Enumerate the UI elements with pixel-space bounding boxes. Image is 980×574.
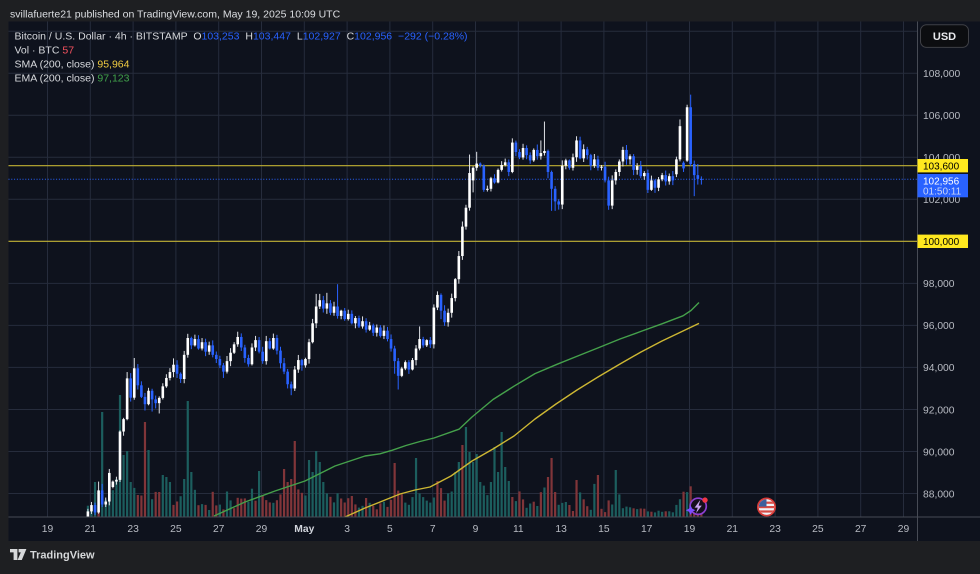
svg-text:15: 15 bbox=[598, 524, 610, 535]
svg-text:EMA (200, close) 97,123: EMA (200, close) 97,123 bbox=[15, 73, 130, 85]
svg-text:27: 27 bbox=[213, 524, 225, 535]
svg-text:23: 23 bbox=[769, 524, 781, 535]
svg-text:11: 11 bbox=[513, 524, 524, 535]
svg-text:9: 9 bbox=[473, 524, 479, 535]
svg-text:90,000: 90,000 bbox=[923, 447, 955, 458]
svg-text:98,000: 98,000 bbox=[923, 279, 955, 290]
svg-text:TradingView: TradingView bbox=[30, 550, 95, 562]
svg-text:19: 19 bbox=[42, 524, 54, 535]
svg-text:5: 5 bbox=[387, 524, 393, 535]
svg-text:25: 25 bbox=[812, 524, 824, 535]
svg-text:3: 3 bbox=[344, 524, 350, 535]
svg-text:88,000: 88,000 bbox=[923, 489, 955, 500]
svg-text:29: 29 bbox=[898, 524, 910, 535]
svg-text:94,000: 94,000 bbox=[923, 363, 955, 374]
svg-text:Vol · BTC 57: Vol · BTC 57 bbox=[15, 45, 75, 57]
svg-text:27: 27 bbox=[855, 524, 867, 535]
svg-text:23: 23 bbox=[127, 524, 139, 535]
svg-text:17: 17 bbox=[641, 524, 653, 535]
svg-text:13: 13 bbox=[555, 524, 567, 535]
svg-text:25: 25 bbox=[170, 524, 182, 535]
svg-text:svillafuerte21 published on Tr: svillafuerte21 published on TradingView.… bbox=[10, 8, 341, 20]
svg-text:106,000: 106,000 bbox=[923, 111, 960, 122]
svg-text:103,600: 103,600 bbox=[923, 162, 960, 173]
svg-text:100,000: 100,000 bbox=[923, 237, 960, 248]
svg-text:SMA (200, close) 95,964: SMA (200, close) 95,964 bbox=[15, 59, 130, 71]
svg-text:21: 21 bbox=[85, 524, 97, 535]
svg-text:01:50:11: 01:50:11 bbox=[923, 187, 962, 198]
svg-text:USD: USD bbox=[933, 31, 956, 43]
svg-text:May: May bbox=[294, 524, 314, 535]
svg-text:96,000: 96,000 bbox=[923, 321, 955, 332]
svg-text:92,000: 92,000 bbox=[923, 405, 955, 416]
svg-text:108,000: 108,000 bbox=[923, 69, 960, 80]
svg-text:19: 19 bbox=[684, 524, 696, 535]
svg-text:29: 29 bbox=[256, 524, 268, 535]
svg-text:21: 21 bbox=[727, 524, 739, 535]
svg-text:7: 7 bbox=[430, 524, 436, 535]
